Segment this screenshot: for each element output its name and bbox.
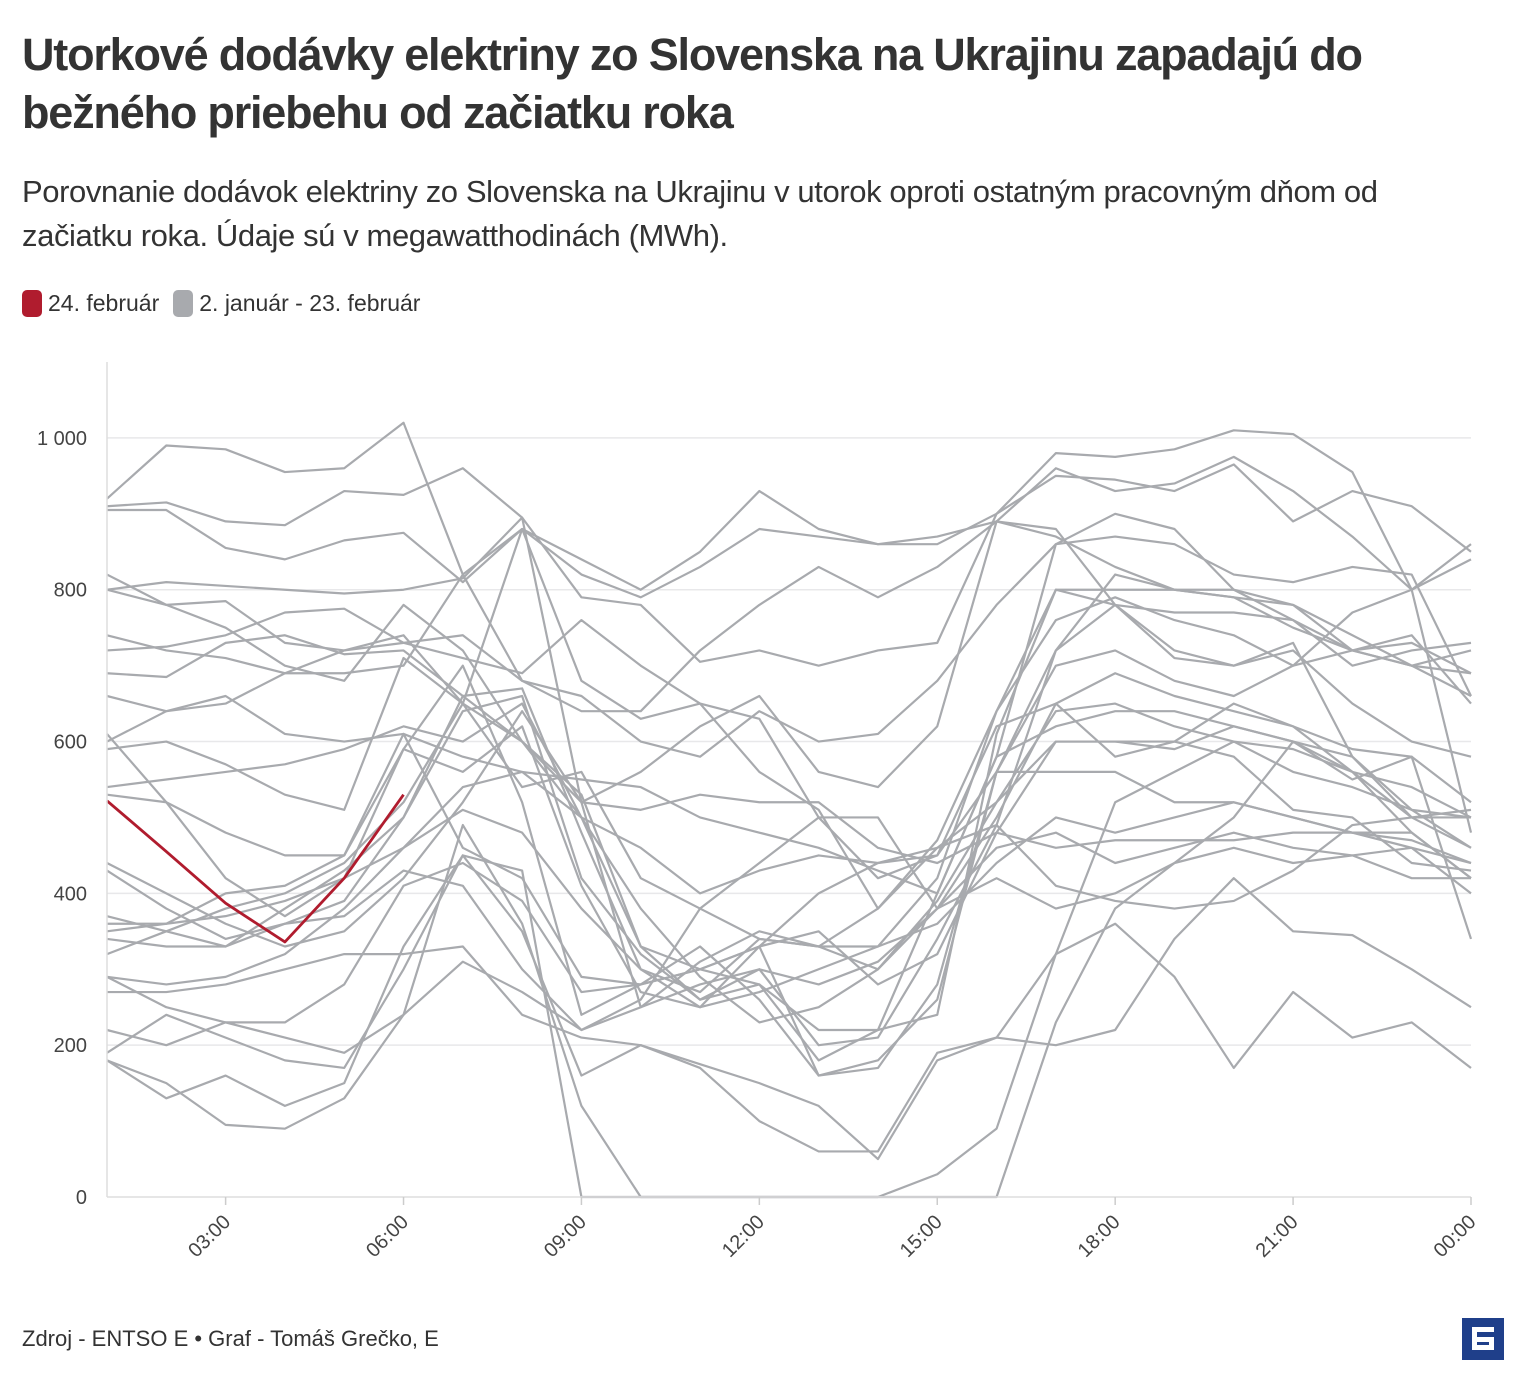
series-line-gray[interactable] — [106, 687, 1472, 994]
series-line-gray[interactable] — [106, 854, 1472, 1153]
legend-swatch-gray — [173, 290, 194, 317]
series-line-gray[interactable] — [107, 877, 1472, 1161]
y-tick-label: 0 — [76, 1187, 87, 1209]
series-line-gray[interactable] — [106, 694, 1471, 1001]
chart-subtitle: Porovnanie dodávok elektriny zo Slovensk… — [22, 174, 1378, 253]
x-tick-label: 18:00 — [1074, 1211, 1125, 1262]
x-tick-label: 21:00 — [1252, 1211, 1303, 1262]
x-tick-label: 15:00 — [896, 1211, 947, 1262]
legend-label: 2. január - 23. február — [199, 290, 421, 316]
x-tick-label: 12:00 — [718, 1211, 769, 1262]
series-line-gray[interactable] — [106, 607, 1472, 880]
y-tick-label: 400 — [54, 883, 87, 905]
y-tick-label: 200 — [54, 1035, 87, 1057]
series-line-gray[interactable] — [106, 672, 1471, 1024]
legend: 24. február 2. január - 23. február — [22, 290, 434, 317]
series-line-highlight[interactable] — [106, 793, 405, 944]
legend-label: 24. február — [48, 290, 160, 316]
y-tick-label: 800 — [54, 580, 87, 602]
series-line-gray[interactable] — [106, 527, 1473, 910]
series-line-gray[interactable] — [106, 516, 1472, 804]
series-line-gray[interactable] — [106, 535, 1472, 1032]
x-tick-label: 03:00 — [184, 1211, 235, 1262]
series-line-gray[interactable] — [107, 455, 1472, 599]
series-line-gray[interactable] — [106, 520, 1472, 713]
series-line-gray[interactable] — [106, 421, 1472, 591]
chart-title: Utorkové dodávky elektriny zo Slovenska … — [22, 29, 1363, 138]
series-line-gray[interactable] — [106, 816, 1472, 1130]
series-line-gray[interactable] — [106, 808, 1472, 1024]
x-tick-label: 06:00 — [362, 1211, 413, 1262]
series-line-gray[interactable] — [106, 603, 1472, 1077]
legend-swatch-red — [22, 290, 42, 317]
series-line-gray[interactable] — [106, 702, 1472, 956]
y-tick-label: 600 — [54, 732, 87, 754]
series-line-gray[interactable] — [106, 656, 1472, 971]
series-line-gray[interactable] — [106, 702, 1472, 895]
series-line-gray[interactable] — [106, 463, 1472, 667]
series-line-gray[interactable] — [106, 588, 1472, 1062]
series-line-gray[interactable] — [106, 634, 1472, 1077]
legend-item-highlight[interactable]: 24. február — [22, 290, 159, 317]
source-credit: Zdroj - ENTSO E • Graf - Tomáš Grečko, E — [22, 1326, 439, 1351]
x-tick-label: 00:00 — [1430, 1211, 1481, 1262]
y-tick-label: 1 000 — [37, 428, 87, 450]
series-line-gray[interactable] — [106, 512, 1472, 758]
legend-item-background[interactable]: 2. január - 23. február — [173, 290, 420, 317]
x-tick-label: 09:00 — [540, 1211, 591, 1262]
line-chart: 0 200 400 600 800 1 000 03:00 06:00 09:00 12:00 15… — [37, 362, 1481, 1262]
e-logo-icon — [1462, 1318, 1504, 1360]
